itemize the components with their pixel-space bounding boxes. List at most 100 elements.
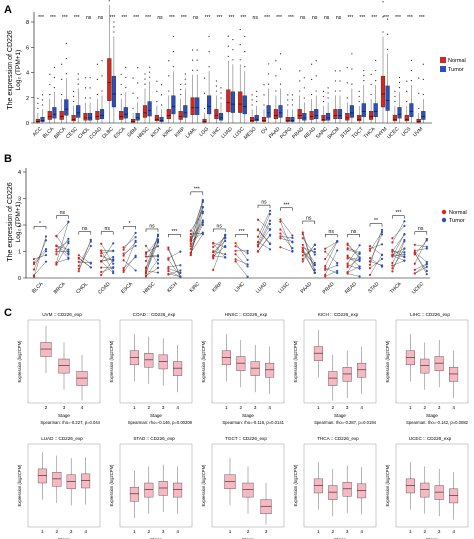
point-normal — [346, 272, 349, 275]
outlier-point — [251, 94, 253, 96]
box-normal — [119, 111, 124, 120]
stage-plot-stat: Spearman: rho=-0.287, p=0.0194 — [314, 420, 377, 425]
pair-line — [235, 259, 248, 265]
pair-line — [414, 252, 427, 263]
stage-plot-frame — [119, 319, 193, 404]
point-normal — [212, 255, 215, 258]
pair-line — [302, 244, 315, 260]
outlier-point — [279, 83, 282, 85]
point-normal — [324, 257, 327, 261]
outlier-point — [327, 97, 329, 99]
significance-label: *** — [371, 15, 377, 21]
point-tumor — [201, 211, 204, 215]
significance-bracket — [56, 215, 69, 219]
stage-tick-label: 4 — [84, 529, 87, 534]
point-tumor — [156, 238, 160, 241]
point-normal — [32, 261, 36, 264]
point-normal — [324, 268, 327, 271]
outlier-point — [422, 63, 424, 65]
outlier-point — [196, 59, 198, 61]
cancer-label: PRAD — [291, 126, 305, 140]
outlier-point — [334, 90, 336, 92]
box-normal — [357, 115, 362, 122]
outlier-point — [144, 83, 146, 85]
stage-tick-label: 4 — [360, 529, 363, 534]
ytick-label: 0 — [26, 121, 29, 127]
significance-label: ns — [98, 15, 104, 21]
pair-line — [123, 245, 136, 254]
outlier-point — [263, 104, 265, 106]
stage-plot-ylabel: Expression (log2CPM) — [109, 464, 114, 506]
outlier-point — [351, 53, 353, 55]
point-normal — [77, 270, 80, 273]
point-tumor — [358, 267, 361, 270]
point-normal — [324, 267, 327, 270]
significance-label: ns — [312, 15, 318, 21]
stage-tick-label: 3 — [254, 405, 257, 410]
point-normal — [55, 248, 58, 251]
point-tumor — [313, 253, 316, 256]
stage-plot-frame — [27, 319, 101, 404]
point-tumor — [224, 236, 227, 239]
pair-line — [123, 257, 136, 269]
outlier-point — [227, 55, 229, 57]
pair-line — [123, 255, 136, 273]
stage-box — [40, 342, 52, 357]
pair-line — [369, 229, 383, 265]
outlier-point — [358, 100, 360, 103]
point-tumor — [44, 247, 48, 251]
box-tumor — [361, 103, 366, 117]
point-tumor — [156, 245, 160, 248]
outlier-point — [327, 92, 329, 94]
outlier-point — [168, 60, 170, 62]
outlier-point — [96, 93, 98, 96]
box-normal — [178, 111, 183, 120]
outlier-point — [244, 51, 246, 53]
pair-line — [347, 258, 360, 262]
point-tumor — [246, 265, 249, 268]
point-tumor — [89, 238, 92, 241]
stage-plot-stat: Spearman: rho=-0.142, p=0.0082 — [406, 420, 469, 425]
pair-line — [347, 243, 360, 258]
stage-tick-label: 3 — [162, 405, 165, 410]
stage-plot-ylabel: Expression (log2CPM) — [201, 340, 206, 382]
point-normal — [368, 267, 372, 270]
point-normal — [32, 268, 36, 271]
stage-box — [158, 481, 168, 496]
significance-label: *** — [407, 15, 413, 21]
outlier-point — [418, 77, 420, 79]
stage-box — [173, 482, 183, 498]
outlier-point — [268, 63, 270, 65]
cancer-label: STAD — [367, 281, 381, 295]
point-tumor — [67, 252, 70, 255]
point-tumor — [67, 240, 70, 243]
significance-label: *** — [395, 15, 401, 21]
outlier-point — [168, 90, 170, 92]
pair-line — [101, 255, 114, 261]
stage-tick-label: 3 — [438, 405, 441, 410]
outlier-point — [89, 77, 91, 79]
significance-label: *** — [347, 15, 353, 21]
cancer-label: HNSC — [136, 126, 151, 141]
box-tumor — [207, 95, 212, 115]
point-normal — [413, 249, 416, 252]
box-tumor — [349, 105, 354, 118]
point-normal — [301, 257, 304, 261]
box-normal — [166, 109, 171, 120]
significance-label: ns — [105, 226, 111, 232]
point-normal — [144, 255, 148, 258]
cancer-label: UCEC — [386, 126, 401, 141]
panel-a-significance: *** *** *** *** ns ns *** *** *** *** ns *** *** ns **… — [38, 15, 425, 21]
stage-box — [66, 474, 76, 490]
pair-line — [325, 241, 338, 267]
ytick-label: 2 — [18, 223, 21, 229]
outlier-point — [322, 95, 325, 98]
outlier-point — [268, 73, 270, 75]
point-tumor — [336, 264, 339, 267]
outlier-point — [375, 59, 377, 62]
point-tumor — [358, 259, 361, 263]
